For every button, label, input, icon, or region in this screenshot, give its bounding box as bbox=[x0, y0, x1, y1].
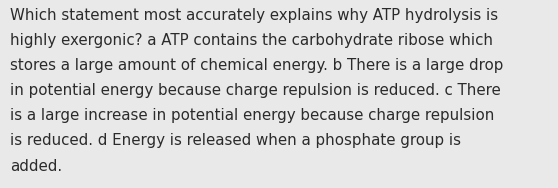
Text: is a large increase in potential energy because charge repulsion: is a large increase in potential energy … bbox=[10, 108, 494, 123]
Text: is reduced. d Energy is released when a phosphate group is: is reduced. d Energy is released when a … bbox=[10, 133, 461, 149]
Text: added.: added. bbox=[10, 159, 62, 174]
Text: Which statement most accurately explains why ATP hydrolysis is: Which statement most accurately explains… bbox=[10, 8, 498, 23]
Text: highly exergonic? a ATP contains the carbohydrate ribose which: highly exergonic? a ATP contains the car… bbox=[10, 33, 493, 48]
Text: stores a large amount of chemical energy. b There is a large drop: stores a large amount of chemical energy… bbox=[10, 58, 503, 73]
Text: in potential energy because charge repulsion is reduced. c There: in potential energy because charge repul… bbox=[10, 83, 501, 98]
